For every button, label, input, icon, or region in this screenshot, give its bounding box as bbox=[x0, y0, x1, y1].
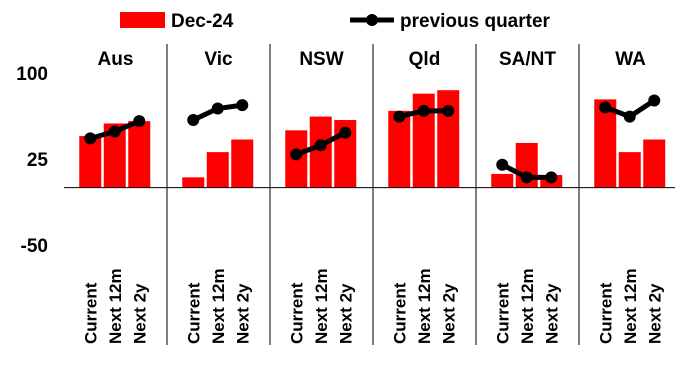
category-label: Next 2y bbox=[233, 283, 252, 344]
bar bbox=[206, 152, 229, 188]
y-tick-label: -50 bbox=[21, 236, 48, 257]
y-tick-label: 25 bbox=[27, 150, 49, 171]
category-label: Next 2y bbox=[439, 283, 458, 344]
previous-quarter-point bbox=[108, 125, 121, 138]
previous-quarter-point bbox=[417, 104, 430, 117]
panel-title: Aus bbox=[98, 49, 134, 70]
category-label: Next 12m bbox=[209, 268, 228, 344]
category-label: Current bbox=[287, 282, 306, 344]
bar bbox=[128, 121, 151, 188]
previous-quarter-point bbox=[393, 110, 406, 123]
previous-quarter-point bbox=[520, 171, 533, 184]
previous-quarter-point bbox=[314, 139, 327, 152]
category-label: Next 2y bbox=[130, 283, 149, 344]
panel-title: WA bbox=[615, 49, 646, 70]
bar bbox=[491, 173, 514, 188]
previous-quarter-point bbox=[545, 171, 558, 184]
category-label: Current bbox=[81, 282, 100, 344]
panels: Aus Current Next 12m Next 2y Vic Current Next … bbox=[64, 44, 675, 345]
bar bbox=[231, 139, 254, 188]
bar bbox=[594, 99, 617, 188]
category-label: Current bbox=[493, 282, 512, 344]
panel-vic: Vic Current Next 12m Next 2y bbox=[182, 49, 254, 344]
legend-line-marker bbox=[366, 14, 378, 26]
previous-quarter-point bbox=[211, 102, 224, 115]
previous-quarter-point bbox=[290, 148, 303, 161]
legend: Dec-24 previous quarter bbox=[120, 11, 551, 32]
previous-quarter-point bbox=[648, 94, 661, 107]
y-tick-label: 100 bbox=[16, 64, 48, 85]
category-label: Next 12m bbox=[106, 268, 125, 344]
previous-quarter-point bbox=[442, 104, 455, 117]
category-label: Current bbox=[596, 282, 615, 344]
bar bbox=[309, 116, 332, 188]
bar bbox=[437, 90, 460, 188]
previous-quarter-point bbox=[339, 126, 352, 139]
bar bbox=[182, 177, 205, 188]
legend-bar-label: Dec-24 bbox=[171, 11, 234, 32]
category-label: Next 12m bbox=[621, 268, 640, 344]
legend-bar-swatch bbox=[120, 12, 165, 28]
previous-quarter-point bbox=[187, 114, 200, 127]
bar bbox=[103, 123, 126, 188]
y-axis-ticks: 100 25 -50 bbox=[16, 64, 48, 257]
panel-title: Vic bbox=[204, 49, 233, 70]
category-label: Current bbox=[390, 282, 409, 344]
panel-title: NSW bbox=[299, 49, 343, 70]
previous-quarter-point bbox=[84, 132, 97, 145]
category-label: Next 12m bbox=[415, 268, 434, 344]
category-label: Next 2y bbox=[542, 283, 561, 344]
category-label: Current bbox=[184, 282, 203, 344]
bar bbox=[618, 152, 641, 188]
previous-quarter-point bbox=[133, 115, 146, 128]
panel-qld: Qld Current Next 12m Next 2y bbox=[388, 49, 460, 344]
panel-title: SA/NT bbox=[499, 49, 556, 70]
panel-aus: Aus Current Next 12m Next 2y bbox=[79, 49, 151, 344]
bar bbox=[643, 139, 666, 188]
bar bbox=[79, 136, 102, 188]
previous-quarter-point bbox=[599, 101, 612, 114]
category-label: Next 12m bbox=[312, 268, 331, 344]
category-label: Next 2y bbox=[645, 283, 664, 344]
previous-quarter-point bbox=[623, 110, 636, 123]
legend-line-label: previous quarter bbox=[400, 11, 551, 32]
category-label: Next 2y bbox=[336, 283, 355, 344]
previous-quarter-point bbox=[236, 99, 249, 112]
previous-quarter-point bbox=[496, 158, 509, 171]
panel-sa-nt: SA/NT Current Next 12m Next 2y bbox=[491, 49, 563, 344]
panel-wa: WA Current Next 12m Next 2y bbox=[594, 49, 666, 344]
category-label: Next 12m bbox=[518, 268, 537, 344]
panel-title: Qld bbox=[409, 49, 441, 70]
bar bbox=[412, 93, 435, 188]
bar bbox=[388, 110, 411, 188]
panel-nsw: NSW Current Next 12m Next 2y bbox=[285, 49, 357, 344]
